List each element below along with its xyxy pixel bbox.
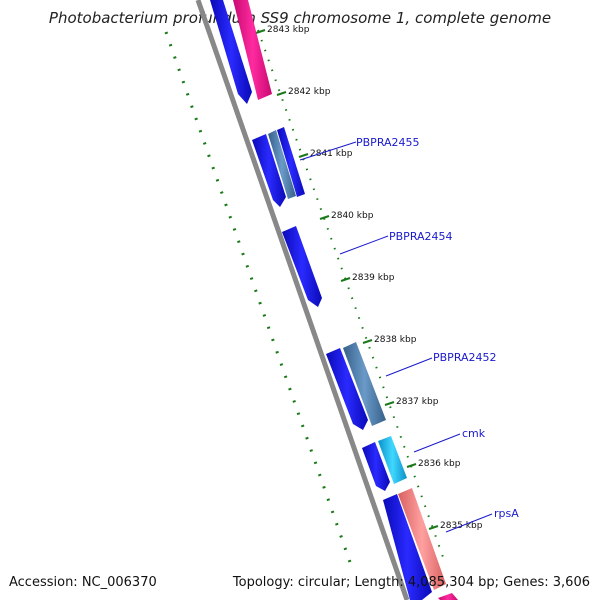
gene-feature bbox=[362, 442, 390, 491]
connector-line bbox=[445, 513, 493, 533]
gc-skew-dotted-line bbox=[164, 31, 354, 569]
gene-label-cmk: cmk bbox=[462, 427, 486, 440]
gene-label-pbpra2455: PBPRA2455 bbox=[356, 136, 420, 149]
scale-tick-label: 2837 kbp bbox=[396, 397, 439, 407]
genome-backbone bbox=[195, 0, 410, 600]
scale-tick-label: 2838 kbp bbox=[374, 335, 417, 345]
scale-tick bbox=[319, 215, 330, 220]
scale-tick-label: 2842 kbp bbox=[288, 87, 331, 97]
connector-line bbox=[339, 235, 389, 255]
scale-tick-label: 2836 kbp bbox=[418, 459, 461, 469]
feature-track bbox=[210, 0, 458, 600]
gene-label-pbpra2454: PBPRA2454 bbox=[389, 230, 453, 243]
gene-feature bbox=[268, 130, 296, 199]
scale-tick bbox=[255, 29, 266, 34]
genome-summary-text: Topology: circular; Length: 4,085,304 bp… bbox=[232, 575, 590, 590]
connector-line bbox=[413, 433, 461, 453]
scale-tick-label: 2841 kbp bbox=[310, 149, 353, 159]
gene-feature bbox=[343, 342, 386, 426]
gene-label-pbpra2452: PBPRA2452 bbox=[433, 351, 497, 364]
gene-feature bbox=[282, 226, 322, 307]
scale-tick bbox=[340, 277, 351, 282]
gene-label-rpsa: rpsA bbox=[494, 507, 519, 520]
connector-line bbox=[299, 141, 357, 161]
scale-tick-label: 2840 kbp bbox=[331, 211, 374, 221]
gene-feature bbox=[438, 593, 458, 600]
scale-tick bbox=[406, 463, 417, 468]
accession-text: Accession: NC_006370 bbox=[9, 575, 157, 590]
connector-line bbox=[385, 357, 433, 377]
gene-feature bbox=[383, 494, 432, 600]
scale-tick-label: 2839 kbp bbox=[352, 273, 395, 283]
scale-tick-label: 2843 kbp bbox=[267, 25, 310, 35]
scale-tick bbox=[384, 401, 395, 406]
scale-tick bbox=[428, 525, 439, 530]
scale-tick bbox=[298, 153, 309, 158]
scale-tick bbox=[362, 339, 373, 344]
gene-feature bbox=[326, 348, 368, 430]
gene-feature bbox=[252, 134, 286, 207]
gene-feature bbox=[398, 488, 446, 590]
gene-feature bbox=[233, 0, 272, 100]
scale-tick bbox=[276, 91, 287, 96]
gene-feature bbox=[277, 127, 305, 197]
gene-feature bbox=[210, 0, 252, 104]
gene-label-connectors bbox=[299, 141, 493, 533]
map-title: Photobacterium profundum SS9 chromosome … bbox=[48, 9, 552, 27]
gene-feature bbox=[378, 436, 407, 484]
scale-dotted-line bbox=[257, 29, 445, 561]
